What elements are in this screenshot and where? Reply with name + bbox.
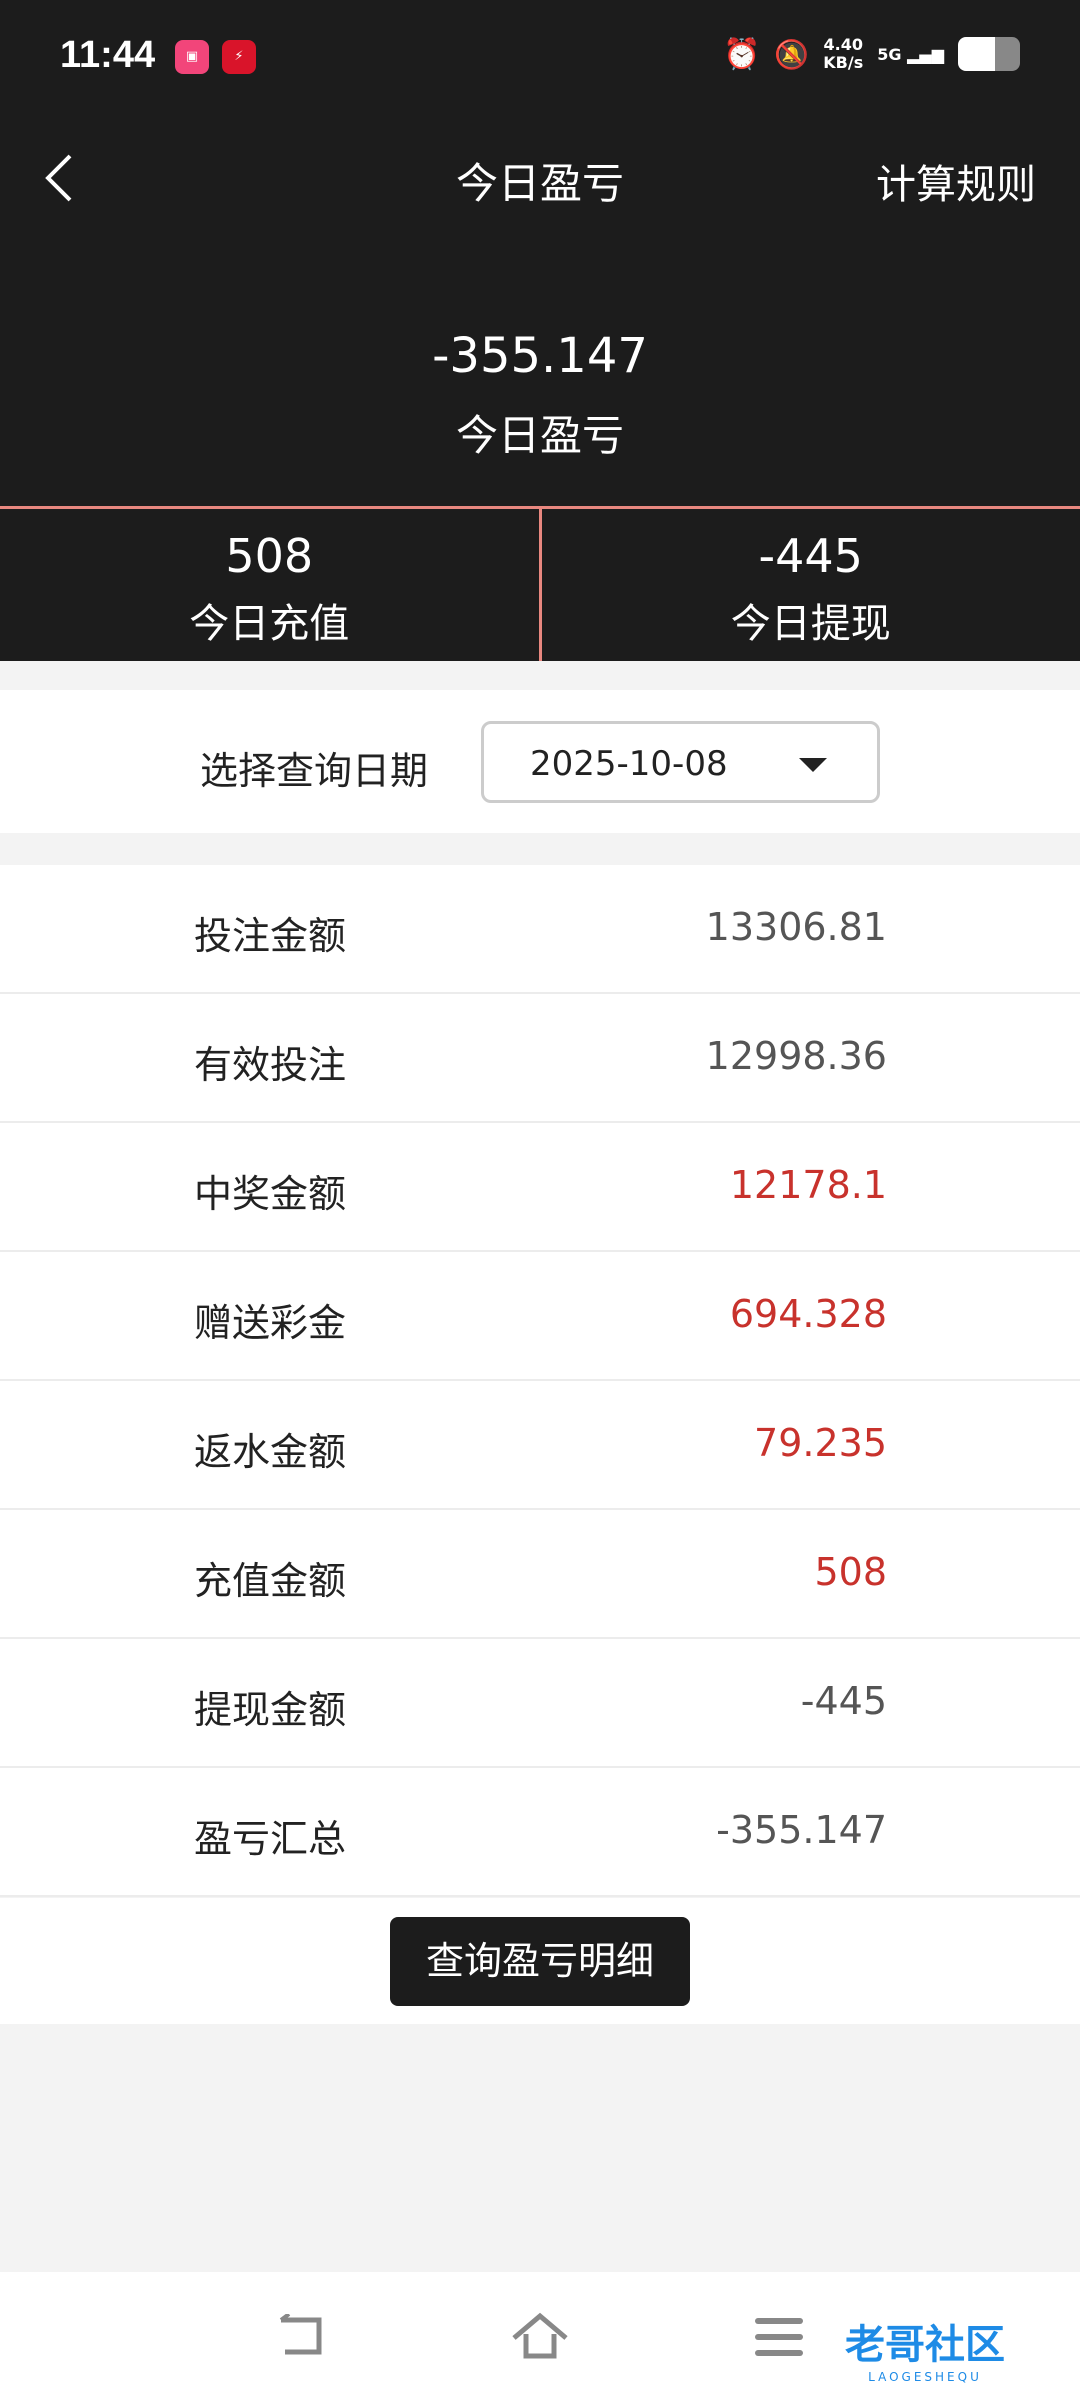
clock: 11:44: [60, 34, 156, 76]
net-speed: 4.40 KB/s: [823, 35, 864, 72]
today-pnl-label: 今日盈亏: [455, 411, 624, 460]
table-row: 投注金额 13306.81: [0, 865, 1080, 994]
leisu-icon: ⚡: [222, 40, 256, 74]
status-bar: 11:44 ▣ ⚡ ⏰ 🔕 4.40 KB/s 5G ▂▄▆: [0, 0, 1080, 120]
signal-icon: 5G ▂▄▆: [877, 44, 944, 64]
stats-row: 508 今日充值 -445 今日提现: [0, 506, 1080, 661]
bilibili-icon: ▣: [175, 40, 209, 74]
date-label: 选择查询日期: [200, 749, 429, 793]
date-section: 选择查询日期 2025-10-08: [0, 690, 1080, 833]
header-area: 11:44 ▣ ⚡ ⏰ 🔕 4.40 KB/s 5G ▂▄▆ 今日盈亏 计算规则 …: [0, 0, 1080, 506]
bell-muted-icon: 🔕: [774, 37, 810, 71]
row-label: 返水金额: [194, 1430, 347, 1474]
watermark-logo: 老哥社区 LAOGESHEQU: [845, 2322, 1005, 2384]
button-area: 查询盈亏明细: [0, 1898, 1080, 2024]
row-label: 提现金额: [194, 1688, 347, 1732]
row-label: 有效投注: [194, 1043, 347, 1087]
row-value: 12178.1: [729, 1163, 887, 1207]
row-label: 盈亏汇总: [194, 1817, 347, 1861]
row-label: 充值金额: [194, 1559, 347, 1603]
row-value: 694.328: [729, 1292, 887, 1336]
row-label: 投注金额: [194, 914, 347, 958]
menu-icon[interactable]: [755, 2318, 803, 2356]
row-value: -355.147: [716, 1808, 887, 1852]
table-row: 盈亏汇总 -355.147: [0, 1768, 1080, 1897]
home-icon[interactable]: [510, 2312, 570, 2360]
battery-icon: [958, 37, 1020, 71]
table-row: 赠送彩金 694.328: [0, 1252, 1080, 1381]
stat-deposit: 508 今日充值: [0, 509, 542, 661]
alarm-icon: ⏰: [723, 36, 761, 72]
page-title: 今日盈亏: [455, 159, 624, 208]
today-pnl-value: -355.147: [432, 328, 648, 384]
row-label: 赠送彩金: [194, 1301, 347, 1345]
back-nav-icon[interactable]: [275, 2314, 325, 2358]
nav-bar: 老哥社区 LAOGESHEQU: [0, 2272, 1080, 2400]
calc-rules-link[interactable]: 计算规则: [876, 162, 1036, 208]
row-value: 508: [814, 1550, 887, 1594]
table-row: 充值金额 508: [0, 1510, 1080, 1639]
summary-table: 投注金额 13306.81 有效投注 12998.36 中奖金额 12178.1 赠送彩金 6…: [0, 865, 1080, 1897]
table-row: 返水金额 79.235: [0, 1381, 1080, 1510]
back-icon[interactable]: [40, 150, 80, 206]
chevron-down-icon: [799, 758, 827, 772]
row-label: 中奖金额: [194, 1172, 347, 1216]
query-detail-button[interactable]: 查询盈亏明细: [390, 1917, 690, 2006]
table-row: 提现金额 -445: [0, 1639, 1080, 1768]
date-select[interactable]: 2025-10-08: [481, 721, 880, 803]
row-value: 13306.81: [705, 905, 887, 949]
row-value: 12998.36: [705, 1034, 887, 1078]
row-value: -445: [800, 1679, 887, 1723]
stat-withdraw: -445 今日提现: [730, 529, 891, 647]
row-value: 79.235: [754, 1421, 887, 1465]
table-row: 有效投注 12998.36: [0, 994, 1080, 1123]
table-row: 中奖金额 12178.1: [0, 1123, 1080, 1252]
